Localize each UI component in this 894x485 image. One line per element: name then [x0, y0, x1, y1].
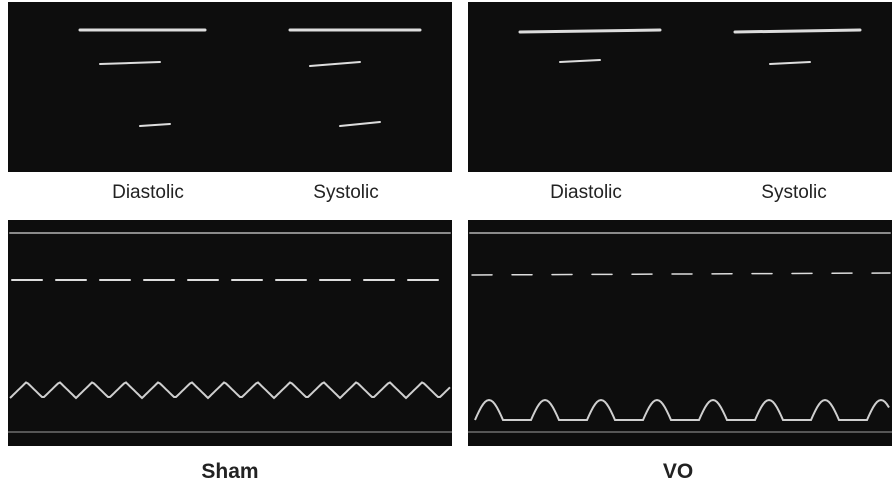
figure: Diastolic Systolic Diastolic Systolic Sh… [0, 0, 894, 485]
image-panel [8, 2, 452, 172]
group-label: Sham [201, 460, 258, 483]
phase-label: Diastolic [112, 182, 184, 203]
echo-streak [520, 30, 660, 32]
phase-label: Diastolic [550, 182, 622, 203]
image-panel [8, 220, 452, 446]
phase-label: Systolic [761, 182, 826, 203]
group-label: VO [663, 460, 693, 483]
image-panel [468, 2, 892, 172]
echo-streak [735, 30, 860, 32]
figure-canvas: Diastolic Systolic Diastolic Systolic Sh… [0, 0, 894, 485]
image-panel [468, 220, 892, 446]
phase-label: Systolic [313, 182, 378, 203]
